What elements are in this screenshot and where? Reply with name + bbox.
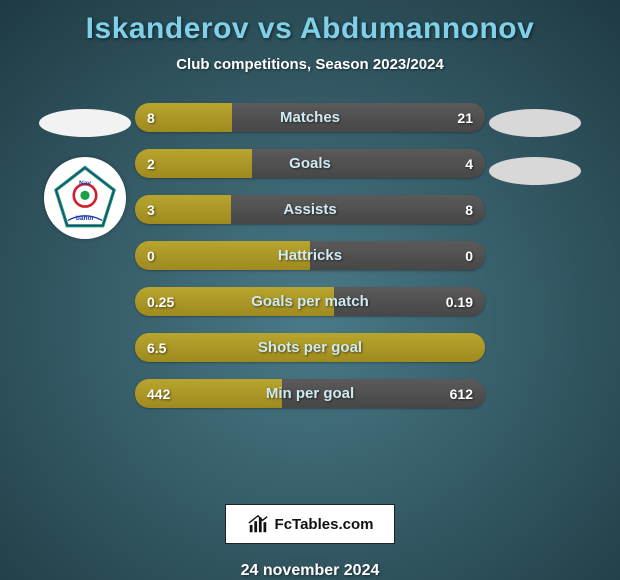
stat-left-segment — [135, 103, 232, 132]
stat-right-segment — [282, 379, 485, 408]
stat-left-segment — [135, 287, 334, 316]
left-club-badge: Nav bahor — [44, 157, 126, 239]
stat-right-segment — [310, 241, 485, 270]
stat-left-segment — [135, 241, 310, 270]
stat-left-segment — [135, 333, 485, 362]
navbahor-badge-icon: Nav bahor — [52, 165, 118, 231]
stat-row: Matches821 — [135, 103, 485, 132]
right-player-ellipse — [489, 109, 581, 137]
footer-date: 24 november 2024 — [241, 562, 380, 580]
left-player-column: Nav bahor — [35, 103, 135, 482]
stat-right-segment — [232, 103, 485, 132]
chart-icon — [247, 513, 269, 535]
stat-row: Goals per match0.250.19 — [135, 287, 485, 316]
stat-bars-container: Matches821 Goals24 Assists38 Hattricks00 Goa… — [135, 103, 485, 482]
stat-left-segment — [135, 149, 252, 178]
svg-text:Nav: Nav — [79, 180, 91, 187]
stat-right-segment — [334, 287, 485, 316]
svg-text:bahor: bahor — [76, 215, 95, 222]
left-player-ellipse — [39, 109, 131, 137]
stat-right-segment — [252, 149, 485, 178]
stat-row: Goals24 — [135, 149, 485, 178]
right-player-column — [485, 103, 585, 482]
stat-row: Hattricks00 — [135, 241, 485, 270]
page-subtitle: Club competitions, Season 2023/2024 — [176, 56, 444, 73]
right-club-ellipse — [489, 157, 581, 185]
stat-left-segment — [135, 379, 282, 408]
stat-row: Shots per goal6.5 — [135, 333, 485, 362]
comparison-area: Nav bahor Matches821 Goals24 Assists38 Hatt… — [0, 103, 620, 482]
page-title: Iskanderov vs Abdumannonov — [86, 12, 535, 46]
branding-text: FcTables.com — [275, 516, 374, 533]
stat-left-segment — [135, 195, 231, 224]
stat-right-segment — [231, 195, 485, 224]
branding-badge[interactable]: FcTables.com — [225, 504, 395, 544]
stat-row: Assists38 — [135, 195, 485, 224]
stat-row: Min per goal442612 — [135, 379, 485, 408]
